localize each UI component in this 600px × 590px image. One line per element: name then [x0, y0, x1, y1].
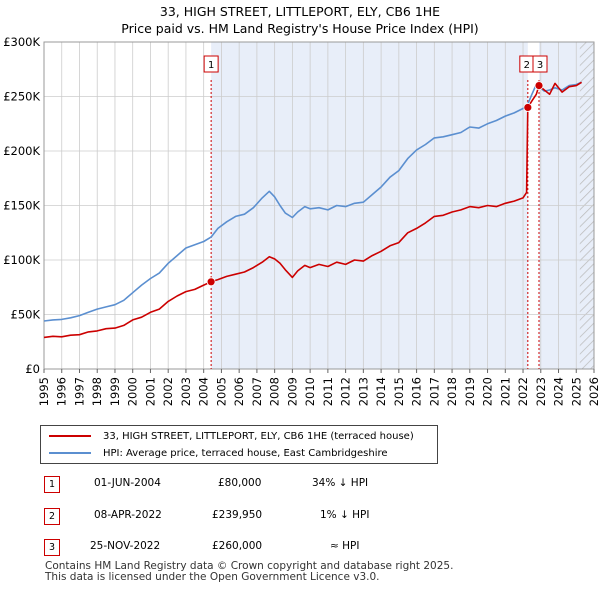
plot-border — [43, 41, 595, 370]
legend-label-price: 33, HIGH STREET, LITTLEPORT, ELY, CB6 1H… — [103, 430, 414, 442]
x-tick-label: 2025 — [569, 377, 583, 406]
sale-point — [523, 103, 533, 112]
transaction-number-badge: 1 — [44, 476, 60, 493]
x-tick-label: 2021 — [498, 377, 512, 406]
y-tick-label: £200K — [3, 144, 40, 158]
x-tick-label: 2004 — [197, 377, 211, 406]
y-tick-label: £300K — [3, 35, 40, 49]
x-tick-label: 2026 — [587, 377, 600, 406]
x-tick-label: 2015 — [392, 377, 406, 406]
x-tick-label: 2024 — [552, 377, 566, 406]
legend-swatch-price — [49, 435, 91, 437]
x-tick-label: 2019 — [463, 377, 477, 406]
y-tick-label: £100K — [3, 253, 40, 267]
x-tick-label: 2006 — [232, 377, 246, 406]
footer-attribution: Contains HM Land Registry data © Crown c… — [45, 561, 453, 583]
x-tick-label: 1999 — [108, 377, 122, 406]
x-tick-label: 1996 — [55, 377, 69, 406]
transaction-date: 08-APR-2022 — [94, 509, 162, 521]
x-tick-label: 2009 — [285, 377, 299, 406]
footer-licence: This data is licensed under the Open Gov… — [45, 571, 380, 583]
transaction-number-badge: 2 — [44, 508, 60, 525]
transaction-date: 25-NOV-2022 — [90, 540, 161, 552]
y-tick-label: £150K — [3, 199, 40, 213]
x-tick-label: 2012 — [339, 377, 353, 406]
transaction-date: 01-JUN-2004 — [94, 477, 161, 489]
chart-legend: 33, HIGH STREET, LITTLEPORT, ELY, CB6 1H… — [40, 425, 438, 464]
table-row: 3 25-NOV-2022 £260,000 ≈ HPI — [40, 539, 580, 559]
y-tick-label: £0 — [25, 362, 40, 376]
table-row: 1 01-JUN-2004 £80,000 34% ↓ HPI — [40, 476, 580, 496]
x-tick-label: 2016 — [410, 377, 424, 406]
transaction-hpi-relation: 34% ↓ HPI — [312, 477, 369, 489]
x-tick-label: 2002 — [161, 377, 175, 406]
sale-point — [206, 277, 216, 287]
x-tick-label: 2011 — [321, 377, 335, 406]
x-tick-label: 2022 — [516, 377, 530, 406]
x-tick-label: 2010 — [303, 377, 317, 406]
x-tick-label: 2018 — [445, 377, 459, 406]
marker-label-box — [532, 55, 548, 73]
x-tick-label: 2017 — [427, 377, 441, 406]
x-tick-label: 2020 — [481, 377, 495, 406]
transaction-number-badge: 3 — [44, 539, 60, 556]
transaction-hpi-relation: 1% ↓ HPI — [320, 509, 370, 521]
transaction-price: £80,000 — [218, 477, 262, 489]
x-tick-label: 1995 — [37, 377, 51, 406]
x-tick-label: 2005 — [214, 377, 228, 406]
x-tick-label: 2023 — [534, 377, 548, 406]
transaction-price: £260,000 — [212, 540, 263, 552]
marker-label: 1 — [208, 60, 214, 71]
footer-copyright: Contains HM Land Registry data © Crown c… — [45, 560, 454, 572]
legend-item-price: 33, HIGH STREET, LITTLEPORT, ELY, CB6 1H… — [49, 429, 414, 443]
x-tick-label: 2003 — [179, 377, 193, 406]
x-tick-label: 2001 — [143, 377, 157, 406]
x-tick-label: 2013 — [356, 377, 370, 406]
x-tick-label: 2007 — [250, 377, 264, 406]
sale-point — [534, 81, 544, 90]
legend-label-hpi: HPI: Average price, terraced house, East… — [103, 447, 388, 459]
marker-label: 3 — [537, 60, 543, 71]
legend-swatch-hpi — [49, 452, 91, 454]
transaction-hpi-relation: ≈ HPI — [330, 540, 360, 552]
price-paid-line — [43, 81, 583, 339]
transaction-price: £239,950 — [212, 509, 263, 521]
x-tick-label: 1997 — [72, 377, 86, 406]
marker-label-box — [203, 55, 219, 73]
x-tick-label: 2014 — [374, 377, 388, 406]
y-tick-label: £250K — [3, 90, 40, 104]
hpi-line — [43, 81, 582, 322]
x-tick-label: 2008 — [268, 377, 282, 406]
y-tick-label: £50K — [11, 308, 41, 322]
x-tick-label: 1998 — [90, 377, 104, 406]
chart-title-subtitle: Price paid vs. HM Land Registry's House … — [121, 21, 479, 36]
table-row: 2 08-APR-2022 £239,950 1% ↓ HPI — [40, 508, 580, 528]
chart-title-address: 33, HIGH STREET, LITTLEPORT, ELY, CB6 1H… — [159, 4, 441, 19]
legend-item-hpi: HPI: Average price, terraced house, East… — [49, 446, 388, 460]
x-tick-label: 2000 — [126, 377, 140, 406]
marker-label: 2 — [524, 60, 530, 71]
